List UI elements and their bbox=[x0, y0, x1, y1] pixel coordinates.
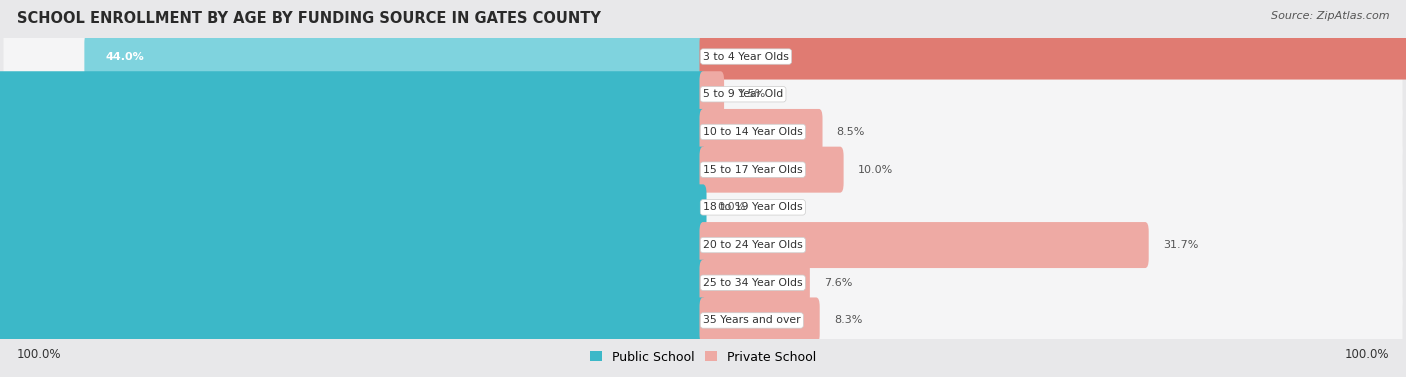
FancyBboxPatch shape bbox=[700, 109, 823, 155]
FancyBboxPatch shape bbox=[3, 179, 1403, 236]
Text: 15 to 17 Year Olds: 15 to 17 Year Olds bbox=[703, 165, 803, 175]
FancyBboxPatch shape bbox=[700, 297, 820, 343]
Text: 20 to 24 Year Olds: 20 to 24 Year Olds bbox=[703, 240, 803, 250]
FancyBboxPatch shape bbox=[3, 66, 1403, 123]
FancyBboxPatch shape bbox=[0, 222, 707, 268]
FancyBboxPatch shape bbox=[700, 260, 810, 306]
Text: SCHOOL ENROLLMENT BY AGE BY FUNDING SOURCE IN GATES COUNTY: SCHOOL ENROLLMENT BY AGE BY FUNDING SOUR… bbox=[17, 11, 600, 26]
Text: 10.0%: 10.0% bbox=[858, 165, 893, 175]
Text: 25 to 34 Year Olds: 25 to 34 Year Olds bbox=[703, 278, 803, 288]
FancyBboxPatch shape bbox=[0, 147, 707, 193]
FancyBboxPatch shape bbox=[3, 292, 1403, 349]
Text: 100.0%: 100.0% bbox=[17, 348, 62, 361]
FancyBboxPatch shape bbox=[700, 34, 1406, 80]
FancyBboxPatch shape bbox=[0, 184, 707, 230]
Text: 44.0%: 44.0% bbox=[105, 52, 145, 61]
FancyBboxPatch shape bbox=[700, 222, 1149, 268]
Text: Source: ZipAtlas.com: Source: ZipAtlas.com bbox=[1271, 11, 1389, 21]
Text: 3 to 4 Year Olds: 3 to 4 Year Olds bbox=[703, 52, 789, 61]
Text: 5 to 9 Year Old: 5 to 9 Year Old bbox=[703, 89, 783, 99]
FancyBboxPatch shape bbox=[700, 71, 724, 117]
Text: 10 to 14 Year Olds: 10 to 14 Year Olds bbox=[703, 127, 803, 137]
FancyBboxPatch shape bbox=[84, 34, 707, 80]
Text: 35 Years and over: 35 Years and over bbox=[703, 316, 800, 325]
Text: 31.7%: 31.7% bbox=[1163, 240, 1198, 250]
Text: 100.0%: 100.0% bbox=[1344, 348, 1389, 361]
Text: 7.6%: 7.6% bbox=[824, 278, 852, 288]
FancyBboxPatch shape bbox=[0, 260, 707, 306]
FancyBboxPatch shape bbox=[0, 109, 707, 155]
FancyBboxPatch shape bbox=[3, 141, 1403, 198]
FancyBboxPatch shape bbox=[3, 28, 1403, 85]
Text: 18 to 19 Year Olds: 18 to 19 Year Olds bbox=[703, 202, 803, 212]
FancyBboxPatch shape bbox=[3, 254, 1403, 311]
FancyBboxPatch shape bbox=[700, 147, 844, 193]
Text: 8.3%: 8.3% bbox=[834, 316, 862, 325]
Legend: Public School, Private School: Public School, Private School bbox=[585, 346, 821, 369]
FancyBboxPatch shape bbox=[0, 71, 707, 117]
FancyBboxPatch shape bbox=[3, 104, 1403, 160]
FancyBboxPatch shape bbox=[0, 297, 707, 343]
Text: 8.5%: 8.5% bbox=[837, 127, 865, 137]
Text: 0.0%: 0.0% bbox=[717, 202, 745, 212]
FancyBboxPatch shape bbox=[3, 217, 1403, 273]
Text: 1.5%: 1.5% bbox=[738, 89, 766, 99]
